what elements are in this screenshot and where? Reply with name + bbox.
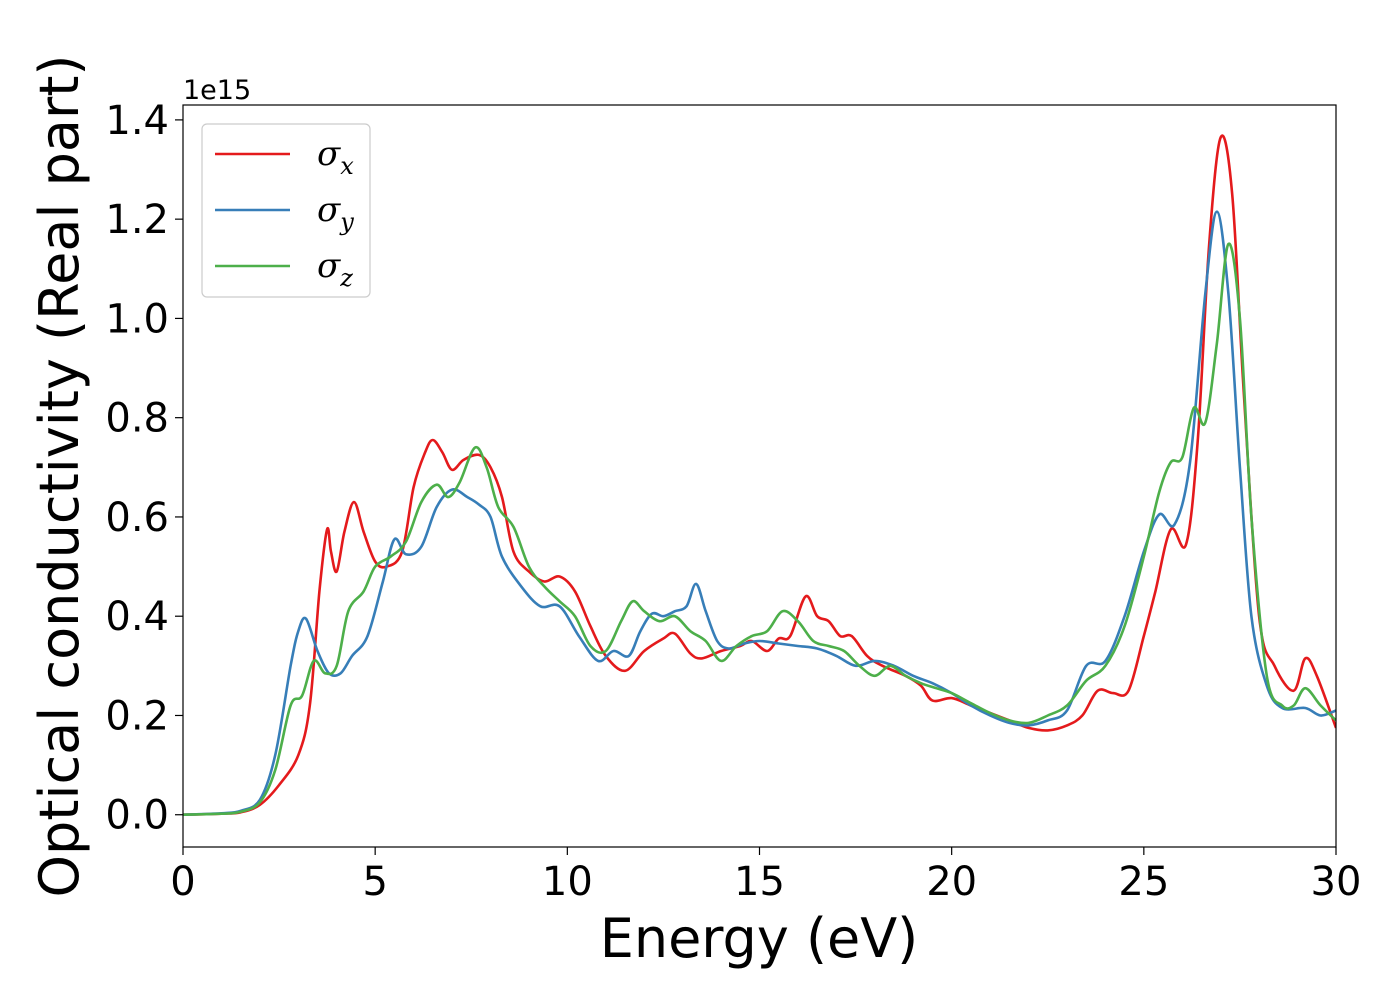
legend-label-base: σ (317, 246, 341, 286)
y-tick-label: 0.8 (105, 396, 169, 442)
x-tick-label: 25 (1118, 859, 1169, 905)
y-tick-label: 1.2 (105, 197, 169, 243)
legend-label-subscript: z (339, 264, 353, 292)
y-tick-label: 0.0 (105, 793, 169, 839)
y-tick-label: 1.0 (105, 296, 169, 342)
y-tick-label: 0.6 (105, 495, 169, 541)
x-tick-label: 30 (1311, 859, 1362, 905)
series-layer (183, 134, 1336, 816)
y-tick-label: 0.4 (105, 594, 169, 640)
x-axis: 0 5 10 15 20 25 30 (170, 847, 1361, 905)
legend-label-base: σ (317, 134, 341, 174)
series-line-z (183, 242, 1336, 816)
legend-label-subscript: x (340, 152, 354, 180)
legend-label-x: σx (317, 134, 354, 180)
series-line-y (183, 210, 1336, 816)
y-axis: 0.0 0.2 0.4 0.6 0.8 1.0 1.2 1.4 (105, 98, 183, 839)
series-line-x (183, 134, 1336, 816)
x-axis-label: Energy (eV) (600, 907, 919, 970)
x-tick-label: 15 (734, 859, 785, 905)
y-offset-label: 1e15 (183, 75, 251, 106)
x-tick-label: 5 (362, 859, 387, 905)
plot-background (183, 105, 1336, 847)
y-tick-label: 0.2 (105, 693, 169, 739)
x-tick-label: 20 (926, 859, 977, 905)
legend-label-y: σy (317, 190, 354, 236)
legend-label-z: σz (317, 246, 353, 292)
legend-label-base: σ (317, 190, 341, 230)
y-axis-label: Optical conductivity (Real part) (28, 55, 91, 898)
legend-label-subscript: y (339, 208, 354, 236)
x-tick-label: 10 (542, 859, 593, 905)
y-tick-label: 1.4 (105, 98, 169, 144)
x-tick-label: 0 (170, 859, 195, 905)
